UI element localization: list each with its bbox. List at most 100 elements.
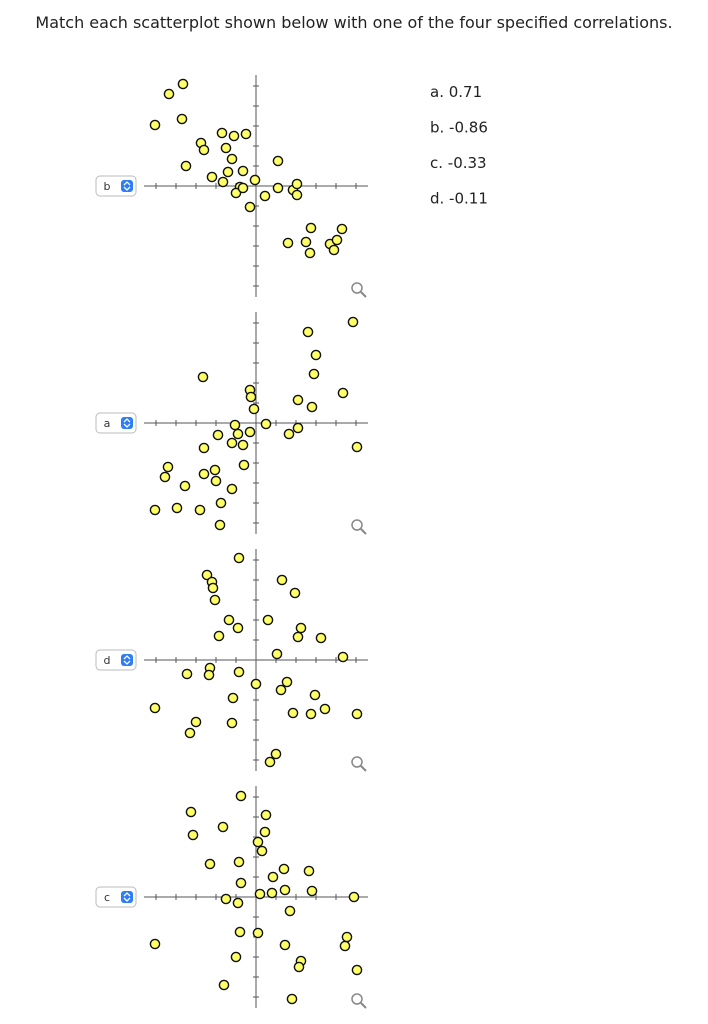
zoom-lens[interactable] — [351, 282, 363, 294]
point — [279, 884, 291, 896]
point — [233, 856, 245, 868]
point — [226, 437, 238, 449]
point — [347, 316, 359, 328]
point — [149, 504, 161, 516]
scatterplot: d — [95, 549, 368, 772]
point — [214, 519, 226, 531]
point — [305, 708, 317, 720]
point — [260, 418, 272, 430]
point — [230, 187, 242, 199]
point — [232, 428, 244, 440]
point — [197, 371, 209, 383]
dropdown-stepper[interactable] — [121, 180, 133, 192]
point — [252, 836, 264, 848]
zoom-button[interactable] — [351, 519, 367, 535]
dropdown-stepper[interactable] — [121, 654, 133, 666]
point — [198, 468, 210, 480]
point — [248, 403, 260, 415]
point — [348, 891, 360, 903]
zoom-button[interactable] — [351, 756, 367, 772]
point — [212, 429, 224, 441]
point — [229, 419, 241, 431]
dropdown-stepper[interactable] — [121, 891, 133, 903]
point — [232, 897, 244, 909]
option: c. -0.33 — [430, 154, 487, 172]
stepper-arrows[interactable] — [123, 655, 131, 665]
point — [351, 708, 363, 720]
point — [171, 502, 183, 514]
point — [198, 442, 210, 454]
point — [218, 979, 230, 991]
point — [306, 401, 318, 413]
point — [252, 927, 264, 939]
point — [220, 142, 232, 154]
point — [220, 893, 232, 905]
point — [181, 668, 193, 680]
question: Match each scatterplot shown below with … — [35, 13, 672, 32]
zoom-button[interactable] — [351, 993, 367, 1009]
point — [245, 391, 257, 403]
dropdown-stepper[interactable] — [121, 417, 133, 429]
stepper-arrows[interactable] — [123, 892, 131, 902]
point — [213, 630, 225, 642]
point — [281, 676, 293, 688]
answer-dropdown[interactable]: c — [95, 886, 137, 908]
point — [237, 165, 249, 177]
point — [293, 961, 305, 973]
point — [235, 790, 247, 802]
point — [339, 940, 351, 952]
answer-dropdown[interactable]: a — [95, 412, 137, 434]
scatterplot: c — [95, 786, 368, 1009]
option: a. 0.71 — [430, 83, 482, 101]
zoom-handle[interactable] — [360, 528, 367, 535]
answer-dropdown[interactable]: b — [95, 175, 137, 197]
point — [306, 885, 318, 897]
point — [292, 631, 304, 643]
options: a. 0.71 b. -0.86 c. -0.33 d. -0.11 — [430, 83, 488, 208]
point — [262, 614, 274, 626]
zoom-button[interactable] — [351, 282, 367, 298]
point — [275, 684, 287, 696]
point — [176, 113, 188, 125]
zoom-handle[interactable] — [360, 765, 367, 772]
point — [206, 171, 218, 183]
point — [270, 748, 282, 760]
zoom-lens[interactable] — [351, 519, 363, 531]
point — [292, 394, 304, 406]
point — [267, 871, 279, 883]
point — [232, 622, 244, 634]
point — [272, 155, 284, 167]
answer-dropdown[interactable]: d — [95, 649, 137, 671]
point — [315, 632, 327, 644]
zoom-handle[interactable] — [360, 291, 367, 298]
point — [209, 464, 221, 476]
point — [204, 858, 216, 870]
zoom-lens[interactable] — [351, 756, 363, 768]
stepper-arrows[interactable] — [123, 418, 131, 428]
dropdown-value[interactable]: a — [104, 417, 111, 430]
dropdown-value[interactable]: d — [104, 654, 111, 667]
point — [162, 461, 174, 473]
zoom-handle[interactable] — [360, 1002, 367, 1009]
point — [207, 582, 219, 594]
point — [284, 905, 296, 917]
point — [283, 428, 295, 440]
point — [217, 176, 229, 188]
point — [177, 78, 189, 90]
point — [287, 707, 299, 719]
dropdown-value[interactable]: b — [104, 180, 111, 193]
dropdown-value[interactable]: c — [104, 891, 110, 904]
point — [149, 702, 161, 714]
option: b. -0.86 — [430, 119, 488, 137]
stepper-arrows[interactable] — [123, 181, 131, 191]
zoom-lens[interactable] — [351, 993, 363, 1005]
option: d. -0.11 — [430, 190, 488, 208]
point — [351, 441, 363, 453]
point — [308, 368, 320, 380]
point — [254, 888, 266, 900]
point — [256, 845, 268, 857]
point — [234, 926, 246, 938]
point — [336, 223, 348, 235]
point — [233, 552, 245, 564]
